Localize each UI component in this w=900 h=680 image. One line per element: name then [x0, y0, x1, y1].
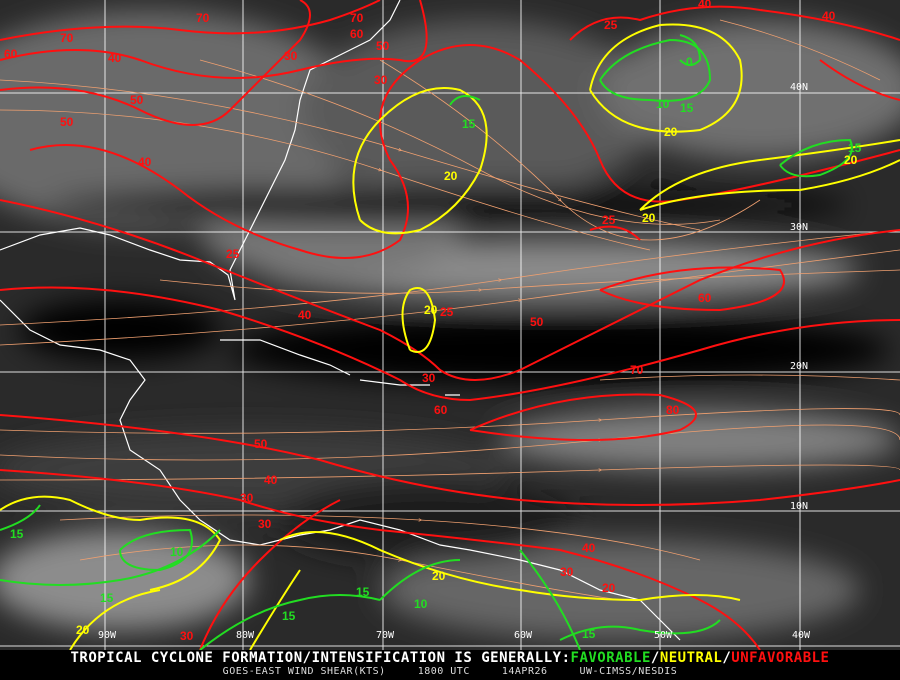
- svg-text:50: 50: [376, 39, 390, 53]
- coastlines: [0, 0, 681, 641]
- svg-text:30: 30: [284, 49, 298, 63]
- svg-text:20: 20: [432, 569, 446, 583]
- svg-text:50: 50: [254, 437, 268, 451]
- svg-text:80: 80: [666, 403, 680, 417]
- favorable-label: FAVORABLE: [570, 650, 651, 666]
- svg-text:15: 15: [282, 609, 296, 623]
- svg-text:50: 50: [60, 115, 74, 129]
- svg-text:60: 60: [350, 27, 364, 41]
- svg-text:40: 40: [264, 473, 278, 487]
- svg-text:10: 10: [656, 97, 670, 111]
- unfavorable-shear-contours: [0, 0, 900, 650]
- svg-text:20N: 20N: [790, 361, 808, 372]
- yellow-contour-labels: 20 20 20 20 20 20 20: [76, 125, 858, 637]
- separator: /: [722, 650, 732, 666]
- separator: /: [650, 650, 660, 666]
- svg-text:70: 70: [60, 31, 74, 45]
- svg-text:15: 15: [10, 527, 24, 541]
- svg-text:30: 30: [180, 629, 194, 643]
- map-footer: TROPICAL CYCLONE FORMATION/INTENSIFICATI…: [0, 650, 900, 680]
- svg-text:50: 50: [130, 93, 144, 107]
- svg-text:10: 10: [414, 597, 428, 611]
- product-info-line: GOES-EAST WIND SHEAR(KTS) 1800 UTC 14APR26…: [0, 666, 900, 678]
- neutral-label: NEUTRAL: [659, 650, 723, 666]
- svg-text:60: 60: [698, 291, 712, 305]
- valid-time: 1800 UTC: [417, 666, 470, 677]
- svg-text:15: 15: [356, 585, 370, 599]
- svg-text:30: 30: [422, 371, 436, 385]
- longitude-labels: 90W 80W 70W 60W 50W 40W: [98, 630, 811, 641]
- svg-text:60: 60: [434, 403, 448, 417]
- svg-text:15: 15: [680, 101, 694, 115]
- headline: TROPICAL CYCLONE FORMATION/INTENSIFICATI…: [70, 650, 571, 666]
- svg-text:40: 40: [582, 541, 596, 555]
- legend-line: TROPICAL CYCLONE FORMATION/INTENSIFICATI…: [0, 650, 900, 666]
- svg-text:15: 15: [582, 627, 596, 641]
- svg-text:90W: 90W: [98, 630, 117, 641]
- svg-text:80W: 80W: [236, 630, 255, 641]
- svg-text:30: 30: [258, 517, 272, 531]
- svg-text:60: 60: [4, 47, 18, 61]
- water-vapor-imagery: [0, 10, 900, 640]
- svg-text:10N: 10N: [790, 501, 808, 512]
- svg-text:25: 25: [226, 247, 240, 261]
- unfavorable-label: UNFAVORABLE: [731, 650, 830, 666]
- svg-text:20: 20: [664, 125, 678, 139]
- svg-text:70: 70: [350, 11, 364, 25]
- svg-text:20: 20: [844, 153, 858, 167]
- svg-text:40W: 40W: [792, 630, 811, 641]
- svg-text:25: 25: [604, 18, 618, 32]
- svg-text:15: 15: [462, 117, 476, 131]
- svg-text:20: 20: [444, 169, 458, 183]
- svg-text:15: 15: [848, 141, 862, 155]
- svg-text:20: 20: [424, 303, 438, 317]
- svg-text:40: 40: [108, 51, 122, 65]
- svg-text:50W: 50W: [654, 630, 673, 641]
- svg-text:70: 70: [630, 363, 644, 377]
- latitude-labels: 40N 30N 20N 10N: [790, 82, 808, 512]
- svg-text:70W: 70W: [376, 630, 395, 641]
- svg-text:20: 20: [602, 581, 616, 595]
- svg-text:15: 15: [100, 591, 114, 605]
- svg-text:25: 25: [440, 305, 454, 319]
- svg-text:40: 40: [822, 9, 836, 23]
- svg-text:20: 20: [642, 211, 656, 225]
- svg-text:0: 0: [686, 55, 693, 69]
- svg-text:40: 40: [298, 308, 312, 322]
- svg-text:30N: 30N: [790, 222, 808, 233]
- svg-text:20: 20: [76, 623, 90, 637]
- favorable-shear-contours: [0, 34, 853, 650]
- svg-text:60W: 60W: [514, 630, 533, 641]
- streamlines: [0, 19, 900, 601]
- source: UW-CIMSS/NESDIS: [579, 666, 678, 677]
- svg-text:70: 70: [196, 11, 210, 25]
- svg-text:10: 10: [170, 545, 184, 559]
- svg-text:30: 30: [374, 73, 388, 87]
- svg-text:25: 25: [602, 213, 616, 227]
- svg-text:40: 40: [138, 155, 152, 169]
- svg-text:40N: 40N: [790, 82, 808, 93]
- svg-text:50: 50: [530, 315, 544, 329]
- green-contour-labels: 15 10 15 0 15 15 10 15 15 15 10 15: [10, 55, 862, 641]
- svg-text:40: 40: [698, 0, 712, 11]
- svg-text:30: 30: [560, 565, 574, 579]
- svg-text:30: 30: [240, 491, 254, 505]
- valid-date: 14APR26: [501, 666, 548, 677]
- product-name: GOES-EAST WIND SHEAR(KTS): [222, 666, 386, 677]
